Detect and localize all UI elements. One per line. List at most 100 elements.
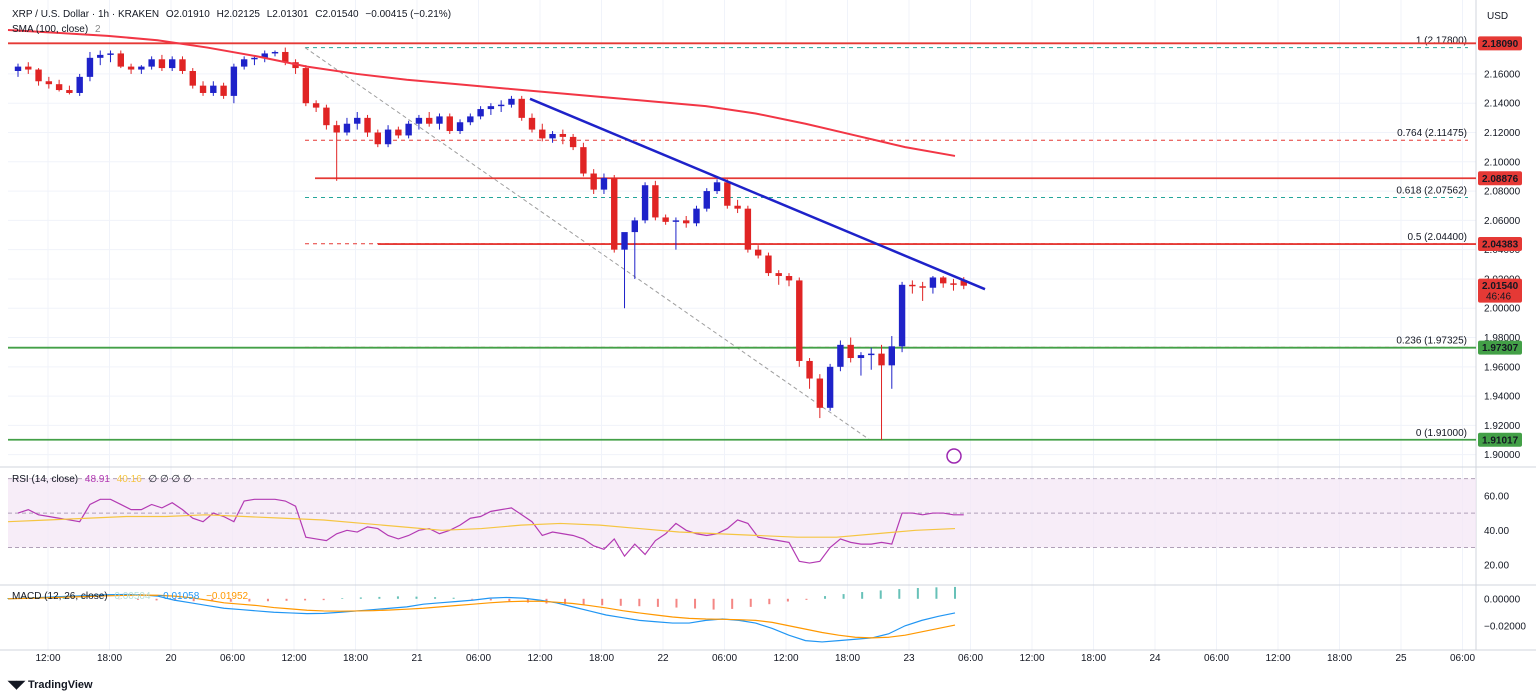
time-tick-label: 20 [165, 653, 177, 664]
candle-body [898, 284, 906, 347]
candle-body [271, 51, 279, 54]
sma-legend[interactable]: SMA (100, close) 2 [12, 24, 105, 35]
candle-body [364, 117, 371, 133]
candle-body [354, 117, 361, 124]
tv-brand-icon: ◥◤ [8, 679, 28, 691]
macd-hist-bar [192, 598, 195, 602]
time-tick-label: 12:00 [527, 653, 552, 664]
candle-body [549, 133, 556, 139]
candle-body [590, 173, 597, 190]
price-label-box [1478, 171, 1522, 186]
macd-hist-bar [136, 598, 139, 600]
macd-hist-bar [861, 592, 864, 599]
candle-body [25, 66, 32, 70]
rsi-ma-value: 40.16 [116, 474, 142, 485]
price-tick-label: 1.96000 [1484, 362, 1521, 373]
tradingview-logo[interactable]: ◥◤ TradingView [8, 678, 93, 691]
macd-hist-bar [601, 598, 604, 606]
macd-hist-bar [749, 598, 752, 607]
fib-level-label: 0.236 (1.97325) [1396, 335, 1467, 346]
macd-line [7, 593, 956, 643]
macd-hist-bar [266, 598, 269, 602]
macd-hist-bar [916, 588, 919, 599]
macd-hist-bar [396, 596, 399, 599]
macd-hist-bar [359, 597, 362, 599]
time-tick-label: 21 [411, 653, 423, 664]
candle-body [76, 76, 83, 93]
candle-body [384, 129, 392, 145]
candle-body [518, 98, 525, 118]
candle-body [909, 284, 916, 287]
candle-body [703, 191, 710, 209]
candle-body [220, 85, 227, 96]
macd-hist-bar [155, 598, 158, 601]
price-label-box [1478, 237, 1522, 252]
candle-body [199, 85, 207, 93]
candle-body [333, 125, 340, 133]
candle-body [467, 116, 474, 123]
price-tick-label: 2.06000 [1484, 216, 1521, 227]
time-tick-label: 12:00 [1019, 653, 1044, 664]
rsi-label: RSI (14, close) [12, 474, 79, 485]
candle-body [569, 136, 577, 148]
macd-hist-bar [452, 597, 455, 599]
macd-hist-bar [471, 598, 474, 600]
plot-area [8, 0, 1476, 650]
candle-body [888, 346, 895, 366]
candle-body [35, 69, 42, 82]
candle-body [713, 182, 721, 192]
price-tick-label: 1.90000 [1484, 450, 1521, 461]
candle-body [754, 249, 762, 256]
candle-body [816, 378, 824, 408]
candle-body [343, 123, 351, 133]
candle-body [169, 59, 176, 69]
candle-body [950, 283, 957, 285]
macd-hist-bar [211, 598, 214, 602]
candle-body [806, 360, 813, 379]
candle-body [179, 59, 186, 72]
price-label-text: 2.04383 [1482, 240, 1519, 251]
macd-hist-bar [229, 598, 232, 602]
candle-body [127, 66, 135, 70]
candle-body [796, 280, 803, 361]
overlays [7, 29, 986, 464]
rsi-extra: ∅ ∅ ∅ ∅ [148, 474, 192, 485]
macd-hist-bar [582, 598, 585, 605]
time-tick-label: 06:00 [220, 653, 245, 664]
price-label-box [1478, 36, 1522, 51]
candle-body [456, 122, 464, 132]
price-tick-label: 1.92000 [1484, 421, 1521, 432]
macd-hist-bar [935, 587, 938, 599]
price-tick-label: 2.16000 [1484, 69, 1521, 80]
macd-hist-bar [694, 598, 697, 609]
brand-text: TradingView [27, 679, 93, 691]
fib-level-label: 0.764 (2.11475) [1397, 128, 1467, 139]
ohlc-change: −0.00415 (−0.21%) [365, 9, 452, 20]
macd-hist-bar [434, 597, 437, 599]
candle-body [45, 81, 53, 85]
currency-label[interactable]: USD [1487, 11, 1509, 22]
candle-body [600, 177, 608, 190]
fib-level-label: 1 (2.17800) [1416, 36, 1467, 47]
time-tick-label: 06:00 [958, 653, 983, 664]
event-icon [946, 448, 962, 464]
time-tick-label: 18:00 [1327, 653, 1352, 664]
macd-hist-bar [656, 598, 659, 607]
time-tick-label: 25 [1395, 653, 1407, 664]
candle-body [631, 220, 638, 233]
macd-hist-bar [805, 598, 808, 600]
candle-body [426, 117, 433, 124]
candles [14, 47, 967, 441]
candle-body [960, 280, 967, 286]
macd-legend[interactable]: MACD (12, 26, close) 0.00504 −0.01058 −0… [12, 591, 252, 602]
bearish-trend-line [529, 97, 986, 291]
candle-body [528, 117, 536, 130]
macd-panel: 0.00000 −0.02000 [7, 586, 1526, 643]
macd-hist-bar [99, 598, 102, 599]
symbol-title: XRP / U.S. Dollar · 1h · KRAKEN [12, 9, 160, 20]
price-label-text: 2.18090 [1482, 39, 1519, 50]
rsi-legend[interactable]: RSI (14, close) 48.91 40.16 ∅ ∅ ∅ ∅ [12, 474, 196, 485]
candle-body [97, 54, 104, 58]
macd-hist-bar [304, 598, 307, 601]
